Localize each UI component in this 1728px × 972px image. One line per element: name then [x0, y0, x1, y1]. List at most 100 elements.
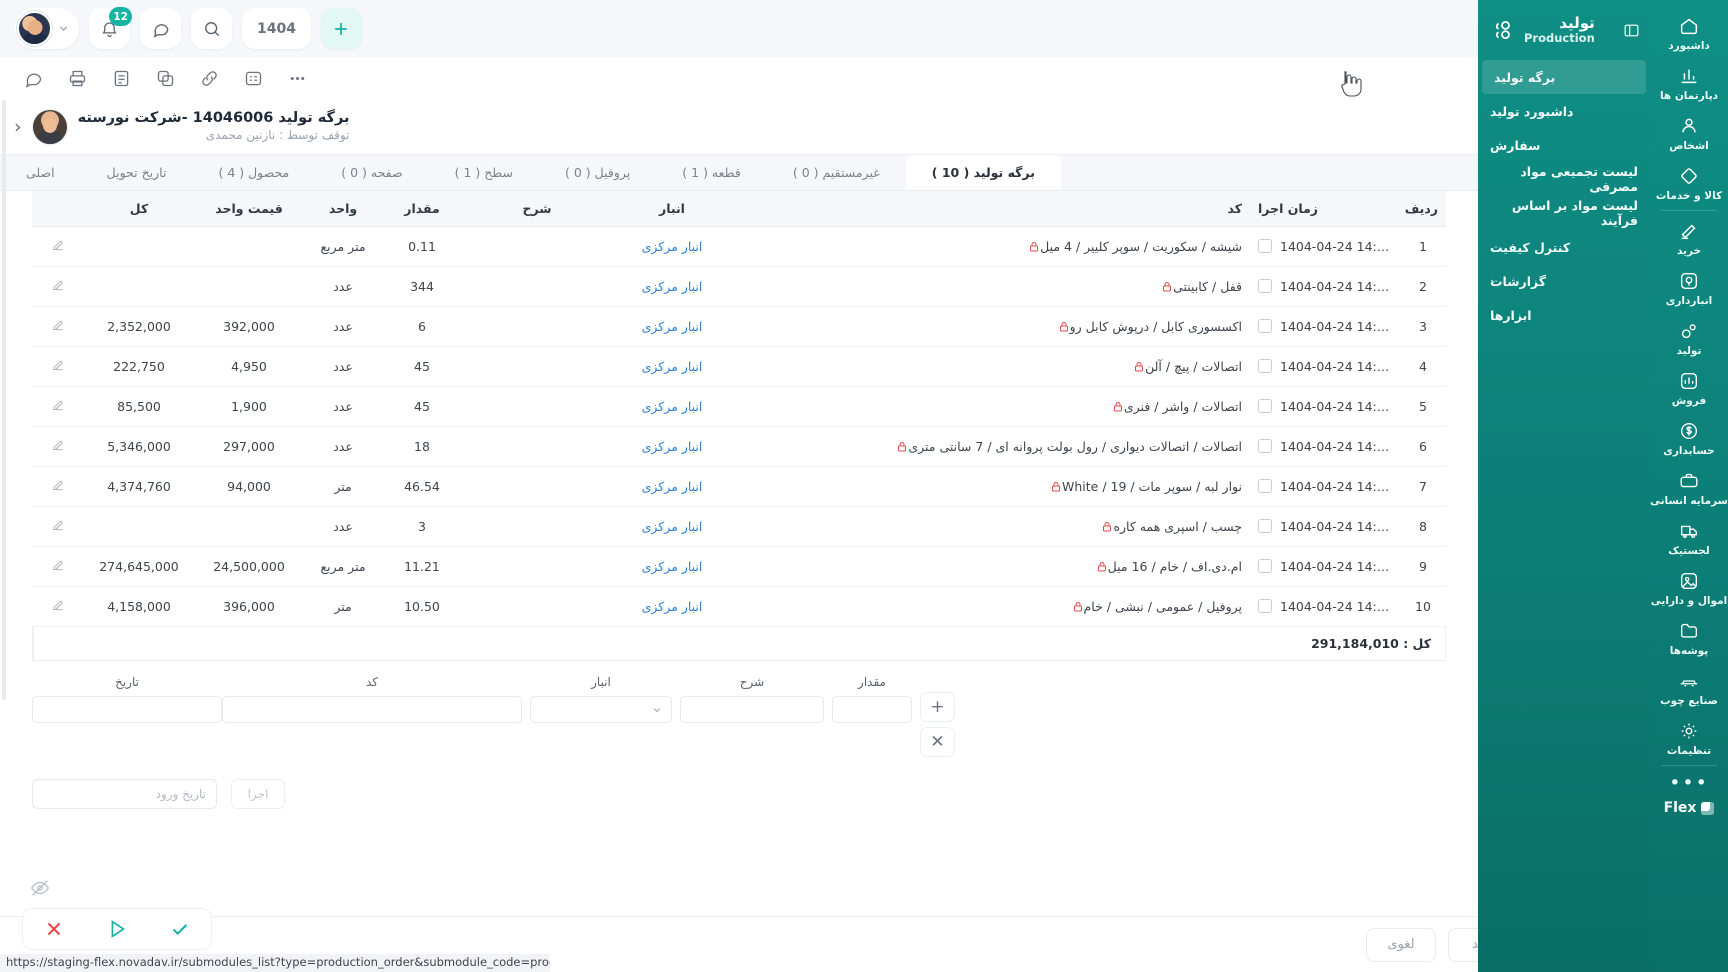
cell-warehouse[interactable]: انبار مرکزی	[612, 226, 732, 267]
table-row[interactable]: 4 1404-04-24 14:59:43 اتصالات / پیچ / آلن ا…	[32, 346, 1446, 387]
row-checkbox[interactable]	[1258, 599, 1272, 613]
cell-warehouse[interactable]: انبار مرکزی	[612, 426, 732, 467]
table-row[interactable]: 3 1404-04-24 14:59:43 اکسسوری کابل / درپوش…	[32, 306, 1446, 347]
print-icon[interactable]	[64, 65, 90, 91]
warehouse-link[interactable]: انبار مرکزی	[641, 599, 703, 614]
collapse-sidebar-icon[interactable]	[1623, 22, 1640, 39]
remove-row-button[interactable]: ✕	[920, 727, 955, 757]
row-checkbox[interactable]	[1258, 279, 1272, 293]
cancel-button[interactable]: لغوی	[1366, 927, 1436, 962]
search-button[interactable]	[191, 8, 232, 49]
row-checkbox[interactable]	[1258, 559, 1272, 573]
rail-item-folders[interactable]: پوشه‌ها	[1650, 613, 1728, 663]
edit-icon[interactable]	[51, 518, 65, 532]
rail-item-departments[interactable]: دپارتمان ها	[1650, 58, 1728, 108]
description-input[interactable]	[680, 696, 824, 723]
warehouse-link[interactable]: انبار مرکزی	[641, 279, 703, 294]
table-row[interactable]: 10 1404-04-24 14:59:43 پروفیل / عمومی / نب…	[32, 586, 1446, 627]
note-icon[interactable]	[108, 65, 134, 91]
edit-icon[interactable]	[51, 558, 65, 572]
code-input[interactable]	[222, 696, 522, 723]
warehouse-link[interactable]: انبار مرکزی	[641, 479, 703, 494]
table-row[interactable]: 2 1404-04-24 14:59:43 قفل / کابینتی انبار م…	[32, 266, 1446, 307]
row-checkbox[interactable]	[1258, 359, 1272, 373]
edit-icon[interactable]	[51, 398, 65, 412]
checklist-icon[interactable]	[240, 65, 266, 91]
chat-button[interactable]	[140, 8, 181, 49]
reject-button[interactable]	[34, 909, 74, 949]
copy-icon[interactable]	[152, 65, 178, 91]
warehouse-link[interactable]: انبار مرکزی	[641, 399, 703, 414]
submenu-item-aggregate-materials[interactable]: لیست تجمیعی مواد مصرفی	[1478, 162, 1650, 196]
submenu-item-materials-by-process[interactable]: لیست مواد بر اساس فرآیند	[1478, 196, 1650, 230]
preview-toggle-button[interactable]	[26, 874, 54, 902]
rail-item-accounting[interactable]: حسابداری	[1650, 413, 1728, 463]
tab-profile[interactable]: پروفیل ( 0 )	[565, 165, 631, 180]
submenu-item-quality-control[interactable]: کنترل کیفیت	[1478, 230, 1650, 264]
run-button[interactable]: اجرا	[231, 779, 285, 809]
date-input[interactable]	[32, 696, 222, 723]
next-record-button[interactable]: ›	[14, 115, 22, 138]
table-row[interactable]: 6 1404-04-24 14:59:43 اتصالات / اتصالات دی…	[32, 426, 1446, 467]
rail-item-human-capital[interactable]: سرمایه انسانی	[1650, 463, 1728, 513]
edit-icon[interactable]	[51, 278, 65, 292]
chevron-down-icon[interactable]	[57, 22, 70, 35]
cell-warehouse[interactable]: انبار مرکزی	[612, 266, 732, 307]
tab-main[interactable]: اصلی	[26, 165, 55, 180]
cell-edit[interactable]	[32, 306, 84, 347]
cell-edit[interactable]	[32, 266, 84, 307]
table-row[interactable]: 1 1404-04-24 14:59:43 شیشه / سکوریت / سوپر…	[32, 226, 1446, 267]
tab-page[interactable]: صفحه ( 0 )	[341, 165, 403, 180]
user-menu-button[interactable]	[14, 8, 79, 49]
table-row[interactable]: 9 1404-04-24 14:59:43 ام.دی.اف / خام / 16 …	[32, 546, 1446, 587]
warehouse-link[interactable]: انبار مرکزی	[641, 519, 703, 534]
submenu-item-tools[interactable]: ‹ ابزارها	[1478, 298, 1650, 332]
edit-icon[interactable]	[51, 358, 65, 372]
rail-item-wood-industry[interactable]: صنایع چوب	[1650, 663, 1728, 713]
module-rail[interactable]: داشبورد دپارتمان ها اشخاص کالا و خدمات خ…	[1650, 0, 1728, 972]
edit-icon[interactable]	[51, 438, 65, 452]
cell-edit[interactable]	[32, 466, 84, 507]
warehouse-link[interactable]: انبار مرکزی	[641, 439, 703, 454]
rail-item-logistics[interactable]: لجستیک	[1650, 513, 1728, 563]
comment-icon[interactable]	[20, 65, 46, 91]
approve-button[interactable]	[160, 909, 200, 949]
fiscal-year-selector[interactable]: 1404	[242, 8, 311, 49]
cell-warehouse[interactable]: انبار مرکزی	[612, 306, 732, 347]
entry-date-input[interactable]: تاریخ ورود	[32, 779, 217, 809]
cell-edit[interactable]	[32, 506, 84, 547]
warehouse-select[interactable]	[530, 696, 672, 723]
tab-production-sheet[interactable]: برگه تولید ( 10 )	[905, 155, 1061, 190]
rail-item-assets[interactable]: اموال و دارایی	[1650, 563, 1728, 613]
rail-item-settings[interactable]: تنظیمات	[1650, 713, 1728, 763]
link-icon[interactable]	[196, 65, 222, 91]
warehouse-link[interactable]: انبار مرکزی	[641, 319, 703, 334]
edit-icon[interactable]	[51, 598, 65, 612]
submenu-item-production-dashboard[interactable]: داشبورد تولید	[1478, 94, 1650, 128]
submenu-item-order[interactable]: سفارش	[1478, 128, 1650, 162]
cell-edit[interactable]	[32, 226, 84, 267]
row-checkbox[interactable]	[1258, 519, 1272, 533]
row-checkbox[interactable]	[1258, 479, 1272, 493]
rail-item-sales[interactable]: فروش	[1650, 363, 1728, 413]
rail-item-warehousing[interactable]: انبارداری	[1650, 263, 1728, 313]
submenu-item-reports[interactable]: ‹ گزارشات	[1478, 264, 1650, 298]
tab-piece[interactable]: قطعه ( 1 )	[682, 165, 741, 180]
warehouse-link[interactable]: انبار مرکزی	[641, 559, 703, 574]
rail-item-purchase[interactable]: خرید	[1650, 213, 1728, 263]
tab-indirect[interactable]: غیرمستقیم ( 0 )	[792, 165, 880, 180]
table-row[interactable]: 8 1404-04-24 14:59:43 چسب / اسپری همه کاره…	[32, 506, 1446, 547]
cell-edit[interactable]	[32, 346, 84, 387]
tab-product[interactable]: محصول ( 4 )	[218, 165, 290, 180]
cell-warehouse[interactable]: انبار مرکزی	[612, 586, 732, 627]
rail-item-dashboard[interactable]: داشبورد	[1650, 8, 1728, 58]
cell-warehouse[interactable]: انبار مرکزی	[612, 546, 732, 587]
notifications-button[interactable]: 12	[89, 7, 132, 49]
table-row[interactable]: 5 1404-04-24 14:59:43 اتصالات / واشر / فنر…	[32, 386, 1446, 427]
edit-icon[interactable]	[51, 238, 65, 252]
add-row-button[interactable]: +	[920, 692, 955, 722]
tab-level[interactable]: سطح ( 1 )	[454, 165, 514, 180]
send-flow-button[interactable]	[97, 909, 137, 949]
more-icon[interactable]	[284, 65, 310, 91]
cell-warehouse[interactable]: انبار مرکزی	[612, 386, 732, 427]
